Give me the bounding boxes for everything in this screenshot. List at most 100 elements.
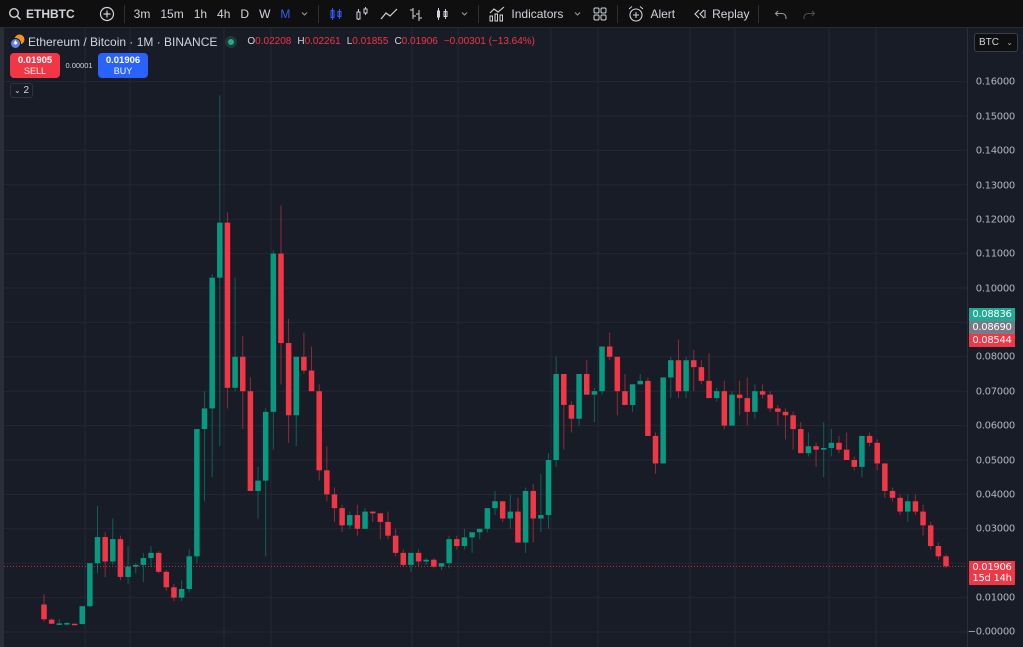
candle-body [308,370,315,392]
chart-type-heikin-button[interactable] [429,0,455,28]
compare-symbol-button[interactable] [94,0,120,28]
currency-label: BTC [979,37,999,48]
chart-type-hollow-candles-button[interactable] [349,0,375,28]
sell-label: SELL [23,66,47,76]
hollow-candles-icon [356,6,368,20]
candle-body [415,552,422,562]
candle-body [262,411,269,481]
candle-body [561,374,567,405]
price-axis[interactable]: BTC ⌄ 0.16000 0.15000 0.14000 0.13000 0.… [967,28,1023,647]
interval-m[interactable]: M [280,6,291,21]
chevron-down-icon [462,12,468,16]
candle-body [293,356,300,416]
price-tag-high: 0.08836 [969,308,1015,321]
candles-icon [330,7,342,20]
bars-icon [410,7,423,21]
line-chart-icon [380,8,398,19]
candle-body [232,356,238,388]
candle-body [484,508,491,529]
low-value: 0.01855 [352,36,389,47]
chevron-down-icon: ⌄ [13,86,21,95]
candle-body [721,391,728,426]
candle-body [843,449,850,460]
candle-body [400,552,407,565]
symbol-title[interactable]: Ethereum / Bitcoin · 1M · BINANCE [28,34,218,49]
undo-button[interactable] [769,0,793,28]
interval-15m[interactable]: 15m [160,6,184,21]
candle-body [927,525,934,546]
indicators-dropdown[interactable] [568,0,587,28]
collapse-indicators-button[interactable]: ⌄ 2 [10,83,33,98]
price-tick: 0.07000 [975,386,1016,398]
price-tick: 0.08000 [975,351,1016,363]
indicators-button[interactable]: Indicators [483,0,568,28]
chart-type-bars-button[interactable] [403,0,429,28]
candle-body [285,343,292,416]
currency-select[interactable]: BTC ⌄ [974,33,1018,52]
candle-body [102,537,108,562]
chart-type-candles-button[interactable] [323,0,349,28]
chart-type-dropdown[interactable] [455,0,474,28]
candle-body [675,360,682,392]
candle-body [538,515,544,519]
sell-price: 0.01905 [17,55,53,66]
alert-button[interactable]: Alert [622,0,680,28]
candle-body [79,606,85,625]
alert-label: Alert [650,6,676,21]
candle-body [882,463,888,491]
candle-body [759,391,766,395]
divider [123,4,125,23]
candle-body [316,391,322,471]
chart-pane[interactable]: Ethereum / Bitcoin · 1M · BINANCE O0.022… [0,28,1023,647]
rewind-icon [694,9,706,18]
candle-body [239,356,246,392]
candlestick-plot[interactable] [0,28,967,647]
change-value: −0.00301 (−13.64%) [443,36,536,47]
interval-dropdown[interactable] [295,0,314,28]
candle-body [629,384,636,405]
candle-body [385,521,391,536]
chevron-down-icon: ⌄ [1006,38,1013,47]
candle-body [515,511,521,543]
candle-body [866,435,873,443]
candle-body [912,501,919,512]
candle-body [828,442,835,448]
price-tick: 0.11000 [975,248,1016,260]
candle-body [301,356,307,371]
price-tick: 0.01000 [975,592,1016,604]
candle-body [507,511,514,519]
candle-body [194,429,200,557]
symbol-search-button[interactable]: ETHBTC [0,0,80,28]
price-tick: 0.12000 [975,214,1016,226]
top-toolbar: ETHBTC 3m 15m 1h 4h D W M Indicators [0,0,1023,28]
alarm-clock-icon [629,5,644,22]
candle-body [591,391,598,395]
divider [478,4,480,23]
candle-body [775,408,781,412]
candle-body [767,394,773,409]
redo-button[interactable] [797,0,821,28]
sell-button[interactable]: 0.01905 SELL [10,53,60,78]
interval-w[interactable]: W [259,6,271,21]
candle-body [155,552,162,572]
candle-body [522,490,529,543]
candle-body [744,398,751,412]
candle-body [41,604,47,620]
candle-body [576,374,582,419]
candle-body [690,360,697,368]
candle-body [278,253,284,344]
candle-body [729,394,735,426]
chart-type-line-button[interactable] [375,0,403,28]
indicator-count: 2 [23,85,30,96]
layouts-button[interactable] [587,0,613,28]
interval-4h[interactable]: 4h [217,6,231,21]
candle-body [874,442,880,464]
interval-d[interactable]: D [240,6,250,21]
candle-body [171,587,177,598]
candle-body [461,537,468,546]
replay-button[interactable]: Replay [688,0,754,28]
buy-button[interactable]: 0.01906 BUY [98,53,148,78]
candle-body [492,501,498,509]
interval-1h[interactable]: 1h [193,6,208,21]
interval-3m[interactable]: 3m [133,6,151,21]
